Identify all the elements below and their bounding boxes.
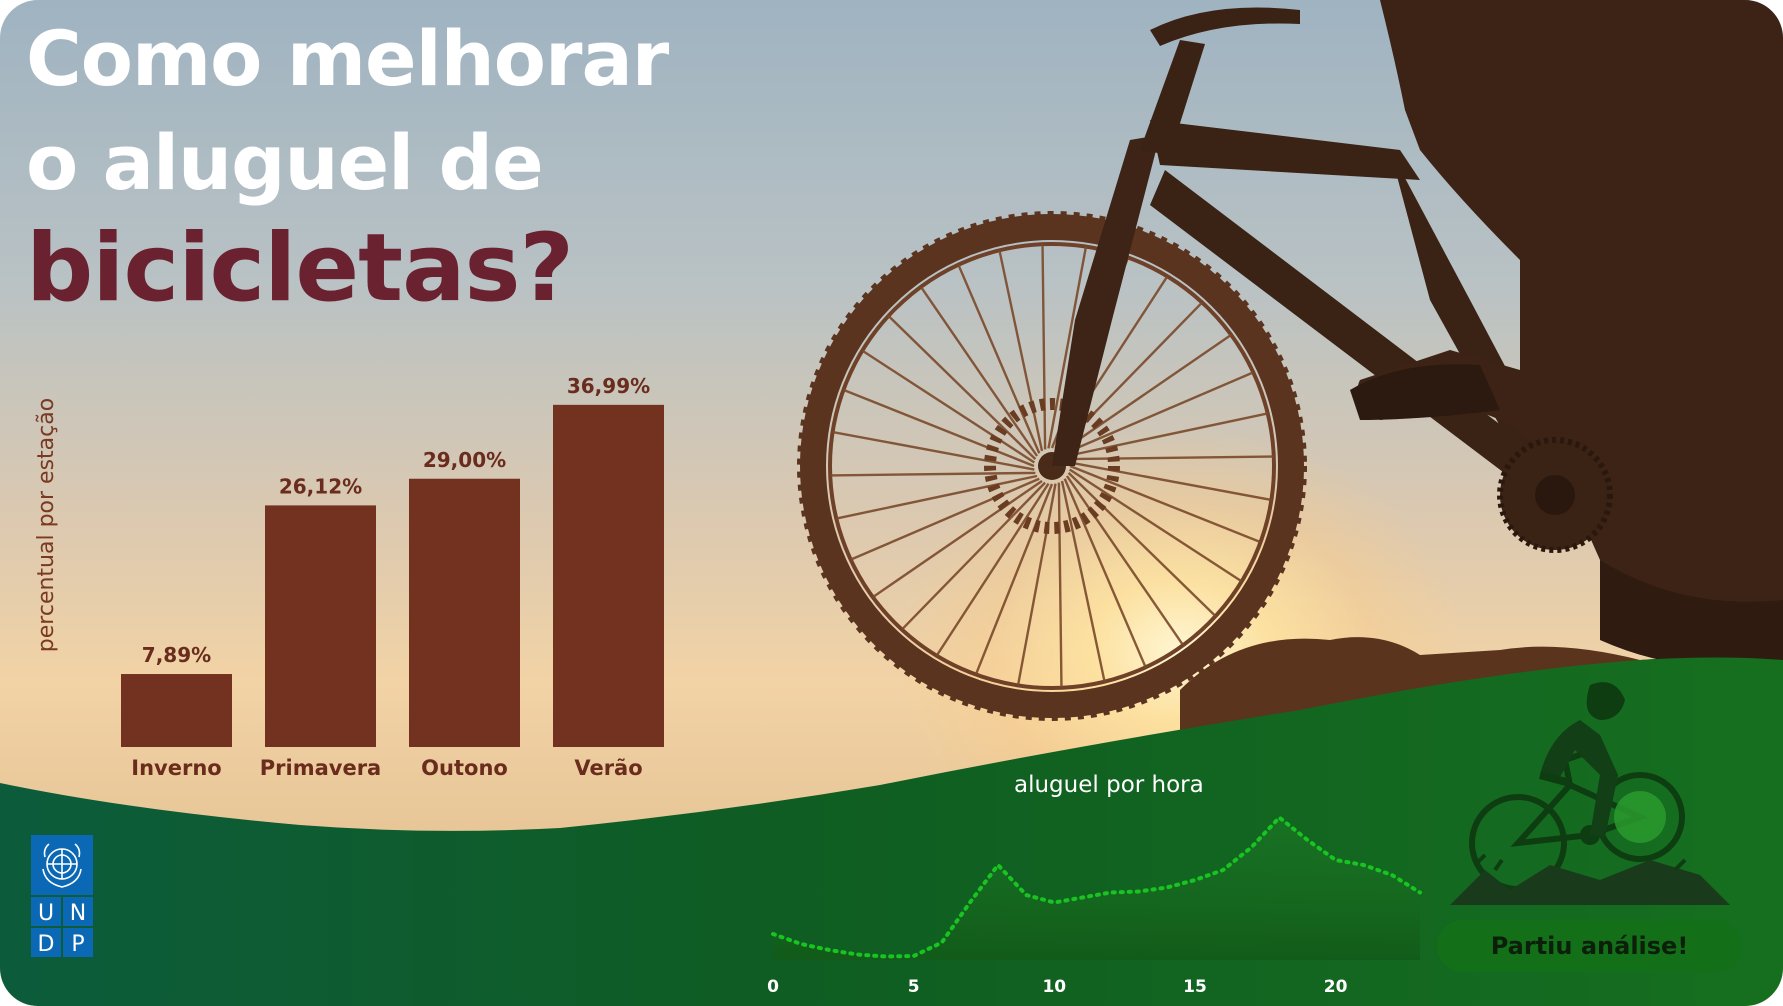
page-title-line-1: Como melhorar xyxy=(26,14,669,103)
wheel-spoke xyxy=(935,483,1050,657)
page-title-line-3: bicicletas? xyxy=(26,214,574,323)
start-analysis-button[interactable]: Partiu análise! xyxy=(1437,920,1742,972)
wheel-spoke xyxy=(1016,483,1057,686)
x-tick-label: 10 xyxy=(1042,977,1066,997)
wheel-spoke xyxy=(872,479,1043,599)
hour-area-fill xyxy=(773,817,1420,960)
mountain-biker-icon xyxy=(1450,682,1730,905)
logo-letter-u: U xyxy=(38,901,54,926)
x-tick-label: 5 xyxy=(908,977,920,997)
x-tick-label: 20 xyxy=(1324,977,1348,997)
wheel-spoke xyxy=(1068,455,1274,461)
season-bar-chart: percentual por estação 7,89% Inverno 26,12… xyxy=(34,374,664,780)
x-tick-label: 0 xyxy=(767,977,779,997)
bar-outono xyxy=(409,478,520,747)
wheel-spoke xyxy=(850,477,1040,561)
wheel-spoke xyxy=(1061,333,1232,453)
bar-category-label: Verão xyxy=(574,756,642,780)
wheel-spoke xyxy=(1065,475,1185,646)
logo-letter-d: D xyxy=(38,932,55,957)
bar-primavera xyxy=(265,505,376,747)
wheel-spoke xyxy=(919,286,1039,457)
bar-value-label: 7,89% xyxy=(142,643,211,667)
bar-value-label: 36,99% xyxy=(567,374,650,398)
bar-verão xyxy=(553,404,664,747)
wheel-spoke xyxy=(832,430,1035,471)
bar-value-label: 29,00% xyxy=(423,448,506,472)
wheel-spoke xyxy=(1066,412,1268,458)
bar-value-label: 26,12% xyxy=(279,474,362,498)
logo-letter-n: N xyxy=(70,901,86,926)
bar-category-label: Primavera xyxy=(260,756,381,780)
hour-line-chart: 0 5 10 15 20 xyxy=(767,814,1422,997)
hour-chart-title: aluguel por hora xyxy=(1014,772,1204,798)
hour-series-line xyxy=(771,814,1422,959)
logo-letter-p: P xyxy=(71,932,84,957)
undp-logo: U N D P xyxy=(31,835,93,957)
wheel-spoke xyxy=(1057,482,1063,688)
un-emblem-icon xyxy=(42,843,82,888)
wheel-spoke xyxy=(830,471,1036,477)
bar-inverno xyxy=(121,674,232,747)
bar-category-label: Outono xyxy=(421,756,508,780)
wheel-spoke xyxy=(1047,246,1088,449)
wheel-spoke xyxy=(1063,478,1147,668)
wheel-spoke xyxy=(974,483,1054,675)
wheel-spoke xyxy=(1041,244,1047,450)
y-axis-label: percentual por estação xyxy=(34,398,59,652)
wheel-spoke xyxy=(1064,371,1254,455)
wheel-spoke xyxy=(861,349,1035,464)
wheel-spoke xyxy=(957,264,1041,454)
wheel-spoke xyxy=(901,481,1046,631)
wheel-spoke xyxy=(998,250,1044,452)
x-tick-label: 15 xyxy=(1183,977,1207,997)
page-title-line-2: o aluguel de xyxy=(26,118,544,207)
wheel-spoke xyxy=(1069,464,1261,544)
wheel-spoke xyxy=(836,474,1038,520)
wheel-spoke xyxy=(1069,461,1272,502)
bar-category-label: Inverno xyxy=(131,756,221,780)
wheel-spoke xyxy=(887,315,1037,460)
wheel-spoke xyxy=(1067,472,1217,617)
wheel-spoke xyxy=(1060,480,1106,682)
wheel-spoke xyxy=(843,388,1035,468)
wheel-spoke xyxy=(1069,468,1243,583)
